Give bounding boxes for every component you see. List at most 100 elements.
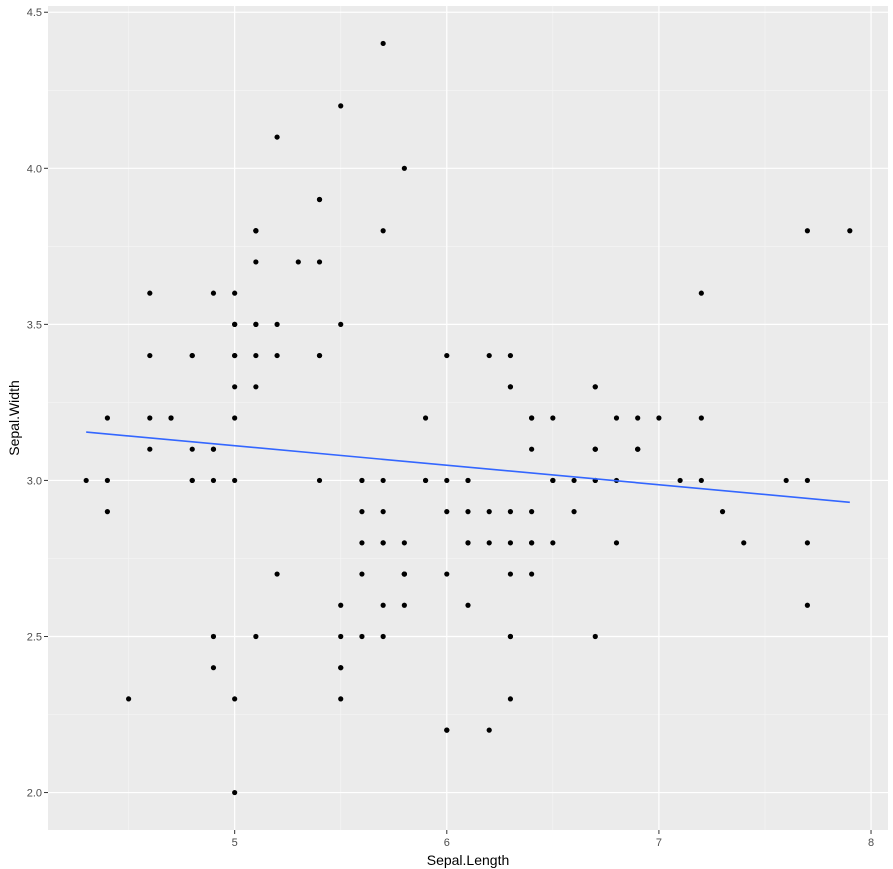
data-point (232, 321, 238, 327)
data-point (783, 477, 789, 484)
data-point (677, 477, 683, 484)
data-point (444, 352, 450, 359)
data-point (232, 290, 238, 296)
data-point (210, 633, 217, 640)
data-point (104, 415, 110, 421)
data-point (613, 415, 620, 421)
data-point (253, 633, 259, 640)
data-point (210, 446, 217, 452)
data-point (316, 352, 323, 359)
data-point (550, 540, 556, 546)
data-point (529, 509, 535, 515)
data-point (486, 540, 492, 546)
data-point (847, 228, 853, 234)
data-point (338, 696, 344, 702)
data-point (168, 415, 174, 421)
data-point (83, 477, 89, 484)
data-point (210, 290, 217, 296)
data-point (232, 477, 238, 484)
y-tick-label: 4.0 (27, 163, 42, 175)
data-point (507, 384, 514, 390)
data-point (804, 540, 810, 546)
data-point (529, 446, 535, 452)
data-point (529, 415, 535, 421)
data-point (210, 477, 217, 484)
data-point (147, 352, 153, 359)
data-point (613, 540, 620, 546)
data-point (486, 352, 492, 359)
x-tick-label: 5 (232, 837, 238, 849)
data-point (189, 477, 195, 484)
data-point (253, 352, 259, 359)
trend-line-path (86, 431, 850, 504)
data-point (550, 415, 556, 421)
data-point (592, 633, 598, 640)
plot-panel (48, 6, 888, 830)
data-point (401, 165, 407, 171)
data-point (380, 477, 386, 484)
data-point (338, 665, 344, 671)
data-point (465, 602, 471, 608)
data-point (359, 571, 365, 577)
data-point (189, 352, 195, 359)
data-point (401, 540, 407, 546)
data-point (253, 384, 259, 390)
data-point (571, 477, 577, 484)
data-point (507, 509, 514, 515)
data-point (635, 415, 641, 421)
data-point (147, 446, 153, 452)
data-point (232, 789, 238, 796)
y-tick-label: 2.0 (27, 788, 42, 800)
data-point (507, 571, 514, 577)
data-point (804, 602, 810, 608)
data-point (529, 540, 535, 546)
data-point (359, 540, 365, 546)
data-point (359, 477, 365, 484)
data-point (401, 602, 407, 608)
data-point (338, 321, 344, 327)
data-point (380, 228, 386, 234)
x-axis: 5 6 7 8 (232, 830, 874, 849)
data-point (359, 509, 365, 515)
major-gridlines (48, 6, 888, 830)
data-point (719, 509, 726, 515)
data-point (126, 696, 132, 702)
data-point (804, 477, 810, 484)
data-point (104, 509, 110, 515)
data-point (592, 384, 598, 390)
data-point (698, 290, 704, 296)
y-tick-label: 4.5 (27, 7, 42, 19)
data-point (507, 696, 514, 702)
x-tick-label: 7 (656, 837, 662, 849)
data-point (338, 633, 344, 640)
data-point (635, 446, 641, 452)
data-point (359, 633, 365, 640)
data-point (507, 352, 514, 359)
data-point (592, 446, 598, 452)
data-point (380, 540, 386, 546)
data-point (804, 228, 810, 234)
minor-gridlines (48, 6, 888, 830)
data-point (189, 446, 195, 452)
data-point (232, 384, 238, 390)
data-point (550, 477, 556, 484)
data-point (274, 352, 280, 359)
data-point (656, 415, 662, 421)
data-point (465, 477, 471, 484)
data-point (698, 477, 704, 484)
data-point (486, 509, 492, 515)
data-point (338, 602, 344, 608)
data-point (380, 509, 386, 515)
data-point (232, 352, 238, 359)
data-point (741, 540, 747, 546)
trend-line (86, 431, 850, 504)
data-point (210, 665, 217, 671)
data-point (444, 727, 450, 733)
data-point (316, 196, 323, 203)
data-point (444, 509, 450, 515)
data-point (380, 40, 386, 47)
data-points (83, 40, 853, 796)
data-point (444, 571, 450, 577)
data-point (232, 415, 238, 421)
data-point (507, 540, 514, 546)
